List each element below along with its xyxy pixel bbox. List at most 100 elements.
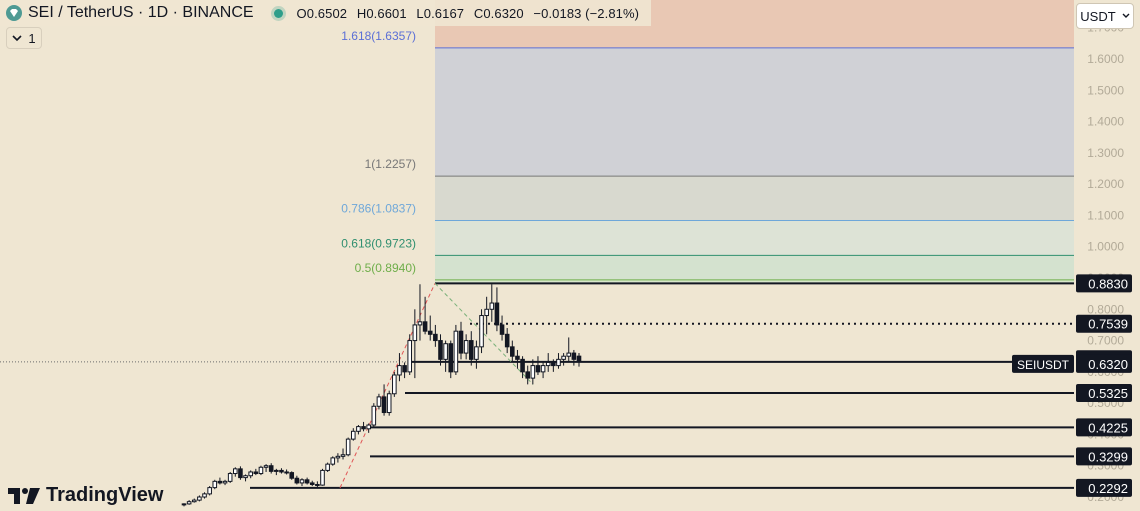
candle-body [350, 430, 356, 440]
low-value: L0.6167 [416, 5, 465, 21]
candle-body [294, 477, 300, 484]
candle-body [474, 346, 479, 360]
tradingview-logo-icon [8, 487, 40, 504]
candle-body [566, 352, 572, 357]
candle-body [268, 465, 274, 472]
candle-body [443, 343, 448, 360]
candle-body [407, 340, 413, 373]
candle-body [545, 361, 551, 367]
candle-body [238, 468, 243, 479]
candle-body [479, 315, 484, 348]
candle-body [356, 426, 361, 432]
fib-level-label: 0.786(1.0837) [341, 202, 416, 216]
indicators-collapse-button[interactable]: 1 [6, 27, 42, 49]
fib-zone [435, 176, 1074, 221]
axis-tick-label: 1.6000 [1087, 52, 1124, 66]
sei-coin-icon [6, 5, 22, 21]
candle-body [438, 340, 443, 360]
candle-body [535, 365, 541, 373]
candle-body [417, 321, 423, 326]
price-level-tag[interactable] [1076, 314, 1132, 333]
axis-tick-label: 0.8000 [1087, 302, 1124, 316]
candle-body [197, 496, 202, 501]
candle-body [309, 482, 315, 485]
fib-zone [435, 47, 1074, 177]
horizontal-level-lines[interactable] [0, 282, 1074, 489]
symbol-price-tag[interactable] [1012, 354, 1074, 373]
candle-body [504, 333, 510, 348]
candle-body [274, 469, 279, 472]
price-level-tag[interactable] [1076, 478, 1132, 497]
candle-body [427, 330, 433, 335]
candle-body [525, 371, 530, 379]
price-level-tag[interactable] [1076, 418, 1132, 437]
price-axis[interactable]: 1.70001.60001.50001.40001.30001.20001.10… [1012, 21, 1132, 504]
symbol-header: SEI / TetherUS · 1D · BINANCE O0.6502 H0… [0, 0, 652, 26]
candle-body [381, 396, 387, 414]
candle-body [484, 308, 489, 317]
candle-body [207, 487, 212, 495]
candle-body [248, 471, 253, 477]
currency-select[interactable]: USDT [1076, 3, 1134, 29]
candle-body [371, 405, 377, 426]
price-level-tag-label: 0.6320 [1088, 357, 1128, 372]
axis-tick-label: 1.3000 [1087, 146, 1124, 160]
candle-body [397, 365, 402, 376]
candle-body [340, 454, 346, 457]
price-level-tag-label: 0.4225 [1088, 420, 1128, 435]
price-level-tag[interactable] [1076, 447, 1132, 466]
candle-body [181, 503, 187, 506]
price-level-tag[interactable] [1076, 383, 1132, 402]
candle-body [253, 471, 259, 475]
market-status-icon [273, 8, 283, 18]
fib-trend-line[interactable] [339, 283, 436, 489]
candle-body [376, 396, 382, 407]
candle-body [530, 365, 536, 379]
candle-body [217, 480, 223, 484]
candle-body [227, 473, 233, 482]
chevron-down-icon [12, 34, 22, 41]
price-level-tag-label: 0.7539 [1088, 317, 1128, 332]
price-level-tag[interactable] [1076, 354, 1132, 373]
symbol-price-tag-label: SEIUSDT [1017, 358, 1070, 372]
fib-zone [435, 279, 1074, 284]
candle-body [499, 324, 505, 335]
axis-tick-label: 1.2000 [1087, 177, 1124, 191]
candle-body [222, 480, 228, 484]
candle-body [299, 479, 305, 484]
fib-level-label: 1.618(1.6357) [341, 29, 416, 43]
fib-zone [435, 220, 1074, 256]
axis-tick-label: 0.7000 [1087, 334, 1124, 348]
tradingview-logo: TradingView [8, 484, 163, 507]
candle-body [366, 424, 371, 430]
axis-tick-label: 1.5000 [1087, 83, 1124, 97]
candle-body [515, 355, 520, 360]
fib-zone [435, 255, 1074, 280]
candlestick-series[interactable] [181, 284, 582, 507]
axis-tick-label: 1.0000 [1087, 240, 1124, 254]
candle-body [304, 479, 310, 484]
candle-body [233, 468, 238, 475]
candle-body [361, 426, 366, 430]
candle-body [402, 365, 407, 373]
open-value: O0.6502 [296, 5, 348, 21]
candle-body [284, 471, 289, 474]
fib-level-label: 0.618(0.9723) [341, 236, 416, 250]
price-level-tag[interactable] [1076, 274, 1132, 293]
candle-body [556, 358, 561, 367]
high-value: H0.6601 [356, 5, 407, 21]
fib-retrace-line[interactable] [434, 282, 534, 385]
price-level-tag-label: 0.8830 [1088, 276, 1128, 291]
close-value: C0.6320 [473, 5, 524, 21]
candle-body [448, 343, 454, 373]
candle-body [489, 302, 495, 310]
candle-body [433, 333, 438, 342]
candle-body [392, 374, 397, 395]
symbol-title[interactable]: SEI / TetherUS · 1D · BINANCE [28, 4, 254, 21]
candle-body [243, 475, 248, 479]
candle-body [315, 483, 320, 486]
fib-retracement-drawing[interactable]: 1.618(1.6357) 1(1.2257) 0.786(1.0837) 0.618… [341, 0, 1074, 284]
indicators-count: 1 [28, 30, 36, 46]
candle-body [330, 457, 336, 465]
